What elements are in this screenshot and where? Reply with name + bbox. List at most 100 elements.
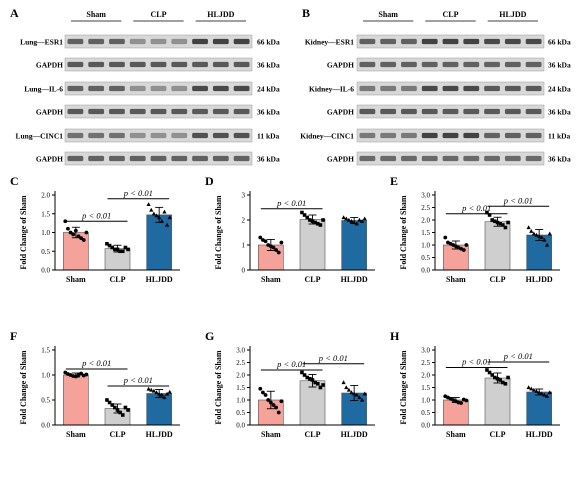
blot-band bbox=[442, 61, 459, 68]
kda-label: 36 kDa bbox=[548, 108, 571, 117]
blot-band bbox=[504, 132, 521, 139]
data-point bbox=[539, 391, 544, 396]
y-tick-label: 2.0 bbox=[421, 217, 430, 225]
blot-strip bbox=[64, 34, 253, 49]
data-point bbox=[539, 235, 544, 240]
data-point bbox=[126, 247, 130, 252]
y-tick-label: 0 bbox=[242, 267, 246, 275]
kda-label: 66 kDa bbox=[257, 38, 280, 47]
blot-band bbox=[171, 38, 188, 45]
data-point bbox=[362, 216, 367, 221]
blot-band bbox=[525, 108, 542, 115]
y-tick-label: 1 bbox=[242, 242, 246, 250]
data-point bbox=[531, 231, 536, 236]
y-tick-label: 1.5 bbox=[41, 210, 50, 218]
data-point bbox=[157, 215, 162, 220]
data-point bbox=[151, 388, 156, 393]
y-tick-label: 2.0 bbox=[41, 192, 50, 200]
data-point bbox=[279, 240, 284, 245]
blot-band bbox=[233, 85, 250, 92]
data-point bbox=[544, 394, 550, 398]
y-tick-label: 3 bbox=[242, 192, 246, 200]
y-tick-label: 0.5 bbox=[421, 254, 430, 262]
data-point bbox=[79, 236, 84, 241]
data-point bbox=[498, 221, 502, 226]
data-point bbox=[537, 234, 542, 238]
blot-band bbox=[401, 85, 417, 92]
blot-band bbox=[525, 38, 542, 45]
panel-letter: C bbox=[10, 174, 19, 188]
significance-label: p < 0.01 bbox=[81, 358, 111, 368]
x-tick-label: Sham bbox=[66, 275, 86, 284]
blot-strip bbox=[64, 128, 253, 143]
data-point bbox=[107, 243, 112, 248]
data-point bbox=[146, 386, 151, 391]
blot-row-label: GAPDH bbox=[36, 108, 63, 117]
y-tick-label: 0.0 bbox=[421, 267, 430, 275]
data-point bbox=[459, 401, 464, 405]
bar bbox=[146, 393, 172, 426]
data-point bbox=[84, 230, 89, 235]
blot-row: GAPDH 36 kDa bbox=[327, 57, 571, 72]
data-point bbox=[542, 237, 547, 242]
y-tick-label: 2.0 bbox=[236, 372, 245, 380]
blot-band bbox=[88, 61, 105, 68]
y-tick-label: 2.5 bbox=[236, 359, 245, 367]
blot-band bbox=[129, 38, 146, 45]
data-point bbox=[344, 216, 349, 221]
data-point bbox=[464, 243, 469, 247]
data-point bbox=[308, 218, 312, 222]
data-point bbox=[123, 405, 128, 410]
data-point bbox=[274, 405, 279, 410]
blot-band bbox=[484, 108, 500, 115]
data-point bbox=[305, 215, 310, 220]
blot-band bbox=[88, 155, 105, 162]
blot-band bbox=[442, 132, 459, 139]
significance-label: p < 0.01 bbox=[503, 351, 533, 361]
blot-band bbox=[212, 85, 229, 92]
kda-label: 24 kDa bbox=[257, 85, 280, 94]
y-tick-label: 0.0 bbox=[236, 422, 245, 430]
blot-band bbox=[109, 108, 125, 115]
data-point bbox=[318, 223, 323, 227]
blot-band bbox=[484, 38, 500, 45]
panel-letter: B bbox=[302, 6, 310, 20]
x-tick-label: Sham bbox=[446, 275, 466, 284]
y-tick-label: 0.5 bbox=[236, 409, 245, 417]
y-tick-label: 0.0 bbox=[41, 422, 50, 430]
data-point bbox=[359, 397, 365, 402]
data-point bbox=[302, 213, 307, 217]
blot-band bbox=[150, 108, 167, 115]
blot-strip bbox=[64, 81, 253, 96]
data-point bbox=[487, 370, 492, 375]
blot-row-label: GAPDH bbox=[327, 61, 354, 70]
data-point bbox=[500, 223, 505, 227]
x-tick-label: HLJDD bbox=[146, 430, 173, 439]
data-point bbox=[276, 410, 281, 415]
blot-band bbox=[401, 61, 417, 68]
data-point bbox=[105, 398, 109, 402]
blot-band bbox=[463, 108, 480, 115]
significance-label: p < 0.01 bbox=[461, 357, 491, 367]
data-point bbox=[490, 218, 495, 222]
bar bbox=[484, 221, 511, 271]
blot-row-label: Kidney—CINC1 bbox=[300, 132, 354, 141]
blot-band bbox=[129, 85, 146, 92]
data-point bbox=[354, 392, 359, 397]
blot-band bbox=[109, 85, 125, 92]
data-point bbox=[305, 375, 310, 380]
blot-band bbox=[359, 38, 376, 45]
blot-band bbox=[421, 132, 438, 139]
blot-band bbox=[380, 38, 397, 45]
data-point bbox=[529, 229, 534, 233]
bar bbox=[146, 214, 172, 271]
kda-label: 11 kDa bbox=[257, 132, 280, 141]
blot-band bbox=[212, 155, 229, 162]
blot-band bbox=[484, 85, 500, 92]
data-point bbox=[149, 387, 154, 392]
y-tick-label: 2 bbox=[242, 217, 246, 225]
data-point bbox=[321, 383, 325, 387]
blot-band bbox=[359, 85, 376, 92]
data-point bbox=[68, 230, 73, 235]
